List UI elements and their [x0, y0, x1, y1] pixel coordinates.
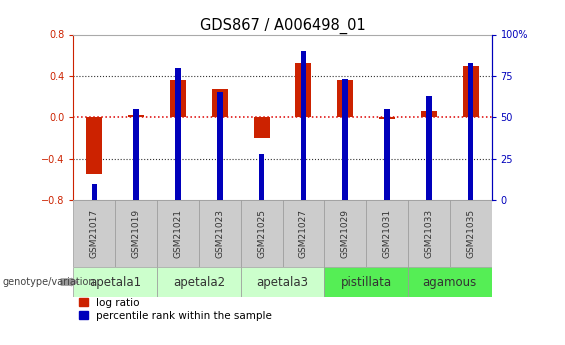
- Bar: [115, 200, 157, 267]
- Bar: [157, 267, 241, 297]
- Bar: [157, 200, 199, 267]
- Bar: [133, 109, 139, 200]
- Bar: [421, 111, 437, 117]
- Bar: [170, 80, 186, 117]
- Bar: [73, 267, 157, 297]
- Text: apetala3: apetala3: [257, 276, 308, 288]
- Bar: [366, 200, 408, 267]
- Text: pistillata: pistillata: [341, 276, 392, 288]
- Bar: [128, 115, 144, 117]
- Bar: [426, 96, 432, 200]
- Text: agamous: agamous: [423, 276, 477, 288]
- Bar: [254, 117, 270, 138]
- Bar: [384, 109, 390, 200]
- Text: GSM21029: GSM21029: [341, 209, 350, 258]
- Bar: [408, 200, 450, 267]
- Bar: [463, 66, 479, 117]
- Text: GSM21031: GSM21031: [383, 209, 392, 258]
- Title: GDS867 / A006498_01: GDS867 / A006498_01: [199, 18, 366, 34]
- Legend: log ratio, percentile rank within the sample: log ratio, percentile rank within the sa…: [79, 298, 272, 321]
- Bar: [175, 68, 181, 200]
- Bar: [92, 184, 97, 200]
- Bar: [282, 200, 324, 267]
- Bar: [324, 200, 366, 267]
- Text: apetala2: apetala2: [173, 276, 225, 288]
- Bar: [241, 267, 324, 297]
- Bar: [212, 89, 228, 117]
- Bar: [199, 200, 241, 267]
- Bar: [259, 154, 264, 200]
- Text: GSM21017: GSM21017: [90, 209, 99, 258]
- Text: GSM21023: GSM21023: [215, 209, 224, 258]
- Text: GSM21019: GSM21019: [132, 209, 141, 258]
- Text: genotype/variation: genotype/variation: [3, 277, 95, 287]
- Bar: [295, 63, 311, 117]
- Bar: [342, 79, 348, 200]
- Text: GSM21033: GSM21033: [424, 209, 433, 258]
- Bar: [241, 200, 282, 267]
- Text: GSM21025: GSM21025: [257, 209, 266, 258]
- Bar: [408, 267, 492, 297]
- Bar: [337, 80, 353, 117]
- Bar: [379, 117, 395, 119]
- Text: GSM21027: GSM21027: [299, 209, 308, 258]
- Bar: [86, 117, 102, 174]
- Bar: [217, 92, 223, 200]
- Text: GSM21021: GSM21021: [173, 209, 182, 258]
- Bar: [301, 51, 306, 200]
- Bar: [468, 63, 473, 200]
- Bar: [73, 200, 115, 267]
- Text: apetala1: apetala1: [89, 276, 141, 288]
- Bar: [450, 200, 492, 267]
- Text: GSM21035: GSM21035: [466, 209, 475, 258]
- Bar: [324, 267, 408, 297]
